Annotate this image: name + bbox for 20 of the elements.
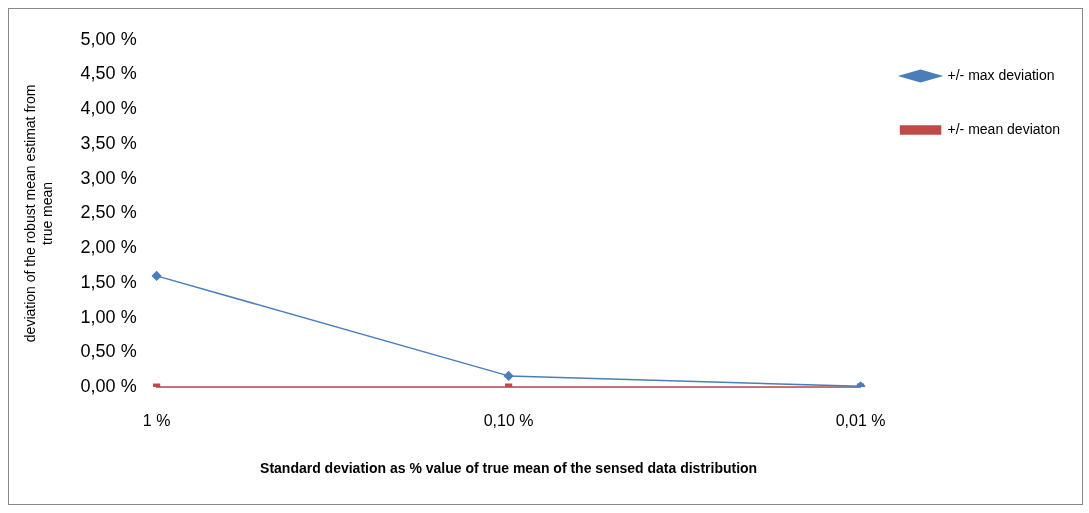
x-tick-label: 0,01 % (835, 412, 886, 430)
legend-label: +/- max deviation (947, 66, 1055, 83)
y-axis-title: deviation of the robust mean estimat from true mean (22, 84, 56, 343)
x-axis-title: Standard deviation as % value of true mean of the sensed data distribution (260, 460, 758, 477)
y-tick-label: 0,50 % (80, 341, 137, 362)
y-tick-label: 2,00 % (80, 237, 137, 258)
y-tick-label: 4,50 % (80, 63, 137, 84)
y-tick-label: 1,00 % (80, 306, 137, 327)
y-tick-label: 5,00 % (80, 28, 137, 49)
y-tick-label: 1,50 % (80, 271, 137, 292)
x-tick-label: 0,10 % (483, 412, 534, 430)
point (151, 271, 162, 281)
y-tick-label: 4,00 % (80, 98, 137, 119)
x-tick-label: 1 % (142, 412, 171, 430)
legend-label: +/- mean deviaton (947, 120, 1061, 137)
y-tick-label: 2,50 % (80, 202, 137, 223)
y-tick-label: 0,00 % (80, 375, 137, 396)
y-tick-label: 3,50 % (80, 132, 137, 153)
y-tick-label: 3,00 % (80, 167, 137, 188)
point (503, 371, 514, 381)
